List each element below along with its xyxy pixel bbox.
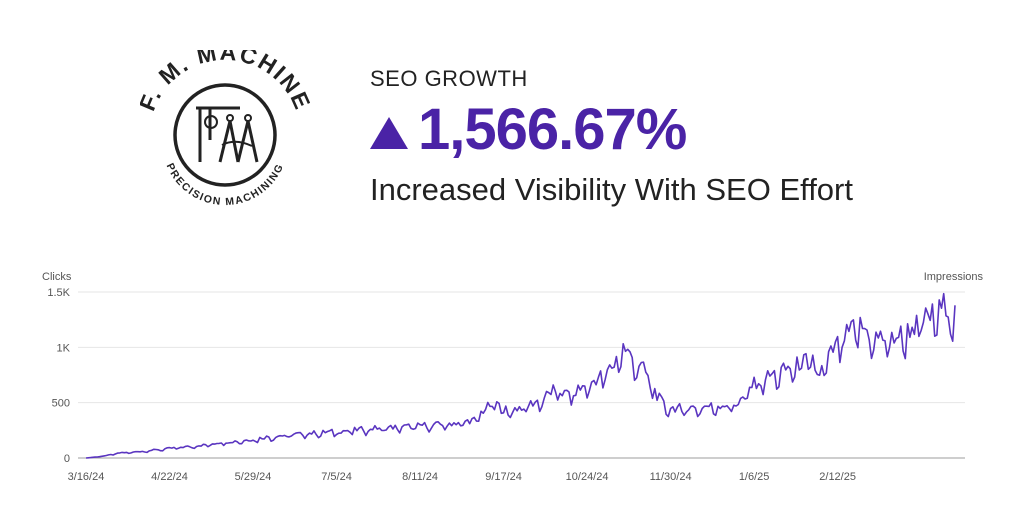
eyebrow-title: SEO GROWTH — [370, 66, 528, 91]
x-tick-label: 5/29/24 — [235, 471, 272, 483]
clicks-series-line — [85, 292, 956, 459]
metric-row: 1,566.67% — [370, 98, 853, 162]
logo-top-text: F. M. MACHINE — [140, 50, 310, 114]
x-axis-ticks: 3/16/24 4/22/24 5/29/24 7/5/24 8/11/24 9/17/2… — [68, 471, 856, 483]
x-tick-label: 8/11/24 — [402, 471, 438, 483]
x-tick-label: 10/24/24 — [566, 471, 609, 483]
x-tick-label: 7/5/24 — [321, 471, 352, 483]
x-tick-label: 2/12/25 — [819, 471, 856, 483]
x-tick-label: 3/16/24 — [68, 471, 105, 483]
x-tick-label: 1/6/25 — [739, 471, 770, 483]
clicks-chart: Clicks Impressions 0 500 1K 1.5K 3/16/24 4/2… — [42, 271, 984, 483]
x-tick-label: 4/22/24 — [151, 471, 188, 483]
x-tick-label: 11/30/24 — [650, 471, 692, 483]
growth-metric: 1,566.67% — [418, 97, 687, 162]
up-triangle-icon — [370, 117, 408, 149]
y-tick-label: 1K — [57, 342, 71, 354]
y-tick-label: 0 — [64, 453, 70, 465]
headline-block: SEO GROWTH 1,566.67% Increased Visibilit… — [370, 66, 853, 208]
svg-text:F. M. MACHINE: F. M. MACHINE — [140, 50, 310, 114]
y-axis-label-impressions: Impressions — [924, 271, 984, 283]
fm-machine-logo: F. M. MACHINE PRECISION MACHINING — [140, 50, 310, 208]
y-axis-ticks: 0 500 1K 1.5K — [47, 287, 70, 465]
subtitle: Increased Visibility With SEO Effort — [370, 172, 853, 207]
y-tick-label: 1.5K — [47, 287, 70, 299]
chart-grid — [78, 291, 965, 459]
x-tick-label: 9/17/24 — [485, 471, 522, 483]
y-tick-label: 500 — [52, 398, 70, 410]
y-axis-label-clicks: Clicks — [42, 271, 72, 283]
tools-icon — [196, 106, 259, 163]
